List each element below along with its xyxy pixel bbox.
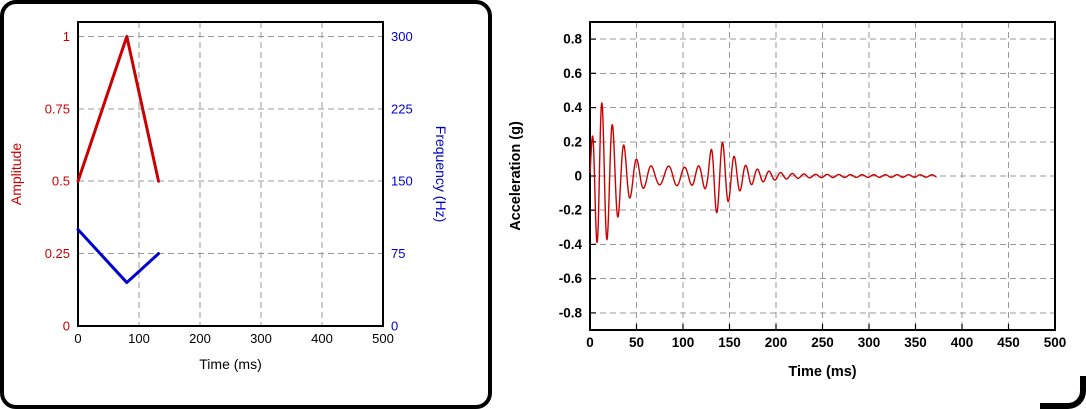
amplitude-axis-title: Amplitude [8, 142, 24, 206]
y-tick-label: 0 [63, 319, 70, 334]
y-tick-label: -0.6 [559, 271, 583, 286]
x-tick-label: 450 [997, 335, 1020, 350]
window-corner-decoration [1040, 376, 1086, 409]
y2-tick-label: 0 [391, 319, 398, 334]
y-tick-label: 1 [63, 29, 70, 44]
x-tick-label: 300 [858, 335, 881, 350]
x-tick-label: 200 [765, 335, 788, 350]
x-tick-label: 0 [74, 331, 81, 346]
series-amplitude [76, 34, 161, 183]
x-tick-label: 300 [250, 331, 272, 346]
y-tick-label: -0.8 [559, 305, 583, 320]
y2-tick-label: 225 [391, 101, 413, 116]
sweep-profile-chart: 0 100 200 300 400 50000.250.50.75107515022530… [45, 21, 413, 346]
y-tick-label: 0.5 [52, 174, 70, 189]
acceleration-panel: 0 50 100 150 200 250 300 350 400 450 500 0.8 0.6 0.4 0… [502, 0, 1086, 409]
x-tick-label: 400 [311, 331, 333, 346]
y2-tick-label: 75 [391, 246, 405, 261]
y-tick-label: 0.6 [563, 66, 582, 81]
y-tick-label: -0.2 [559, 203, 582, 218]
sweep-profile-panel: 0 100 200 300 400 500 0 0.25 0.5 0.75 1 0 75 150 225 30… [0, 0, 492, 409]
x-tick-label: 100 [128, 331, 150, 346]
acceleration-chart: 0 50 100 150 200 250 300 350 400 450 500 0.8 0.6 0.4 0… [559, 21, 1067, 350]
x-tick-label: 200 [189, 331, 211, 346]
y2-tick-label: 300 [391, 29, 413, 44]
x-tick-label: 250 [811, 335, 834, 350]
y-tick-label: 0 [574, 169, 582, 184]
series-acceleration [589, 102, 937, 243]
x-tick-label: 500 [372, 331, 394, 346]
sweep-time-axis-title: Time (ms) [199, 356, 262, 372]
y-tick-label: 0.2 [563, 134, 582, 149]
x-tick-label: 0 [586, 335, 594, 350]
acceleration-time-axis-title: Time (ms) [788, 364, 857, 380]
x-tick-label: 150 [718, 335, 741, 350]
y-tick-label: -0.4 [559, 237, 583, 252]
x-tick-label: 100 [672, 335, 695, 350]
frequency-axis-title: Frequency (Hz) [433, 125, 449, 223]
acceleration-axis-title: Acceleration (g) [508, 121, 524, 231]
x-tick-label: 50 [629, 335, 644, 350]
series-frequency [76, 227, 161, 285]
x-tick-label: 500 [1044, 335, 1067, 350]
y-tick-label: 0.4 [563, 100, 582, 115]
x-tick-label: 350 [904, 335, 927, 350]
y2-tick-label: 150 [391, 174, 413, 189]
plot-frame [77, 21, 384, 327]
y-tick-label: 0.8 [563, 32, 582, 47]
y-tick-label: 0.75 [45, 101, 70, 116]
y-tick-label: 0.25 [45, 246, 70, 261]
x-tick-label: 400 [951, 335, 974, 350]
